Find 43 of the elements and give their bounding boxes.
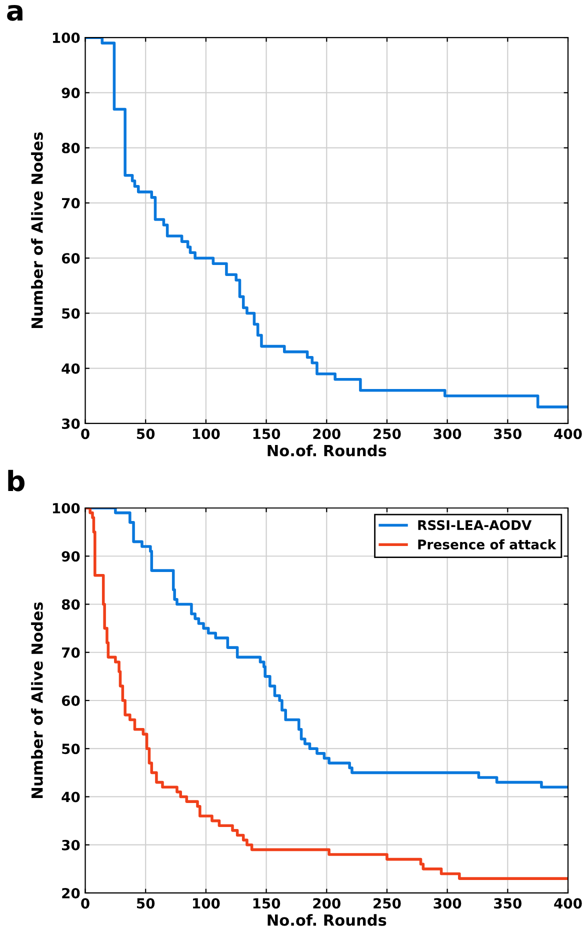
y-tick-label: 70 <box>62 198 80 208</box>
x-tick-label: 100 <box>193 428 220 440</box>
y-tick-label: 90 <box>62 551 80 562</box>
x-tick-label: 200 <box>313 898 340 909</box>
legend-label: Presence of attack <box>418 539 556 550</box>
x-tick-label: 400 <box>554 898 582 909</box>
legend-label: RSSI-LEA-AODV <box>418 520 532 530</box>
x-tick-label: 250 <box>374 428 401 440</box>
y-tick-label: 80 <box>62 599 80 610</box>
x-tick-label: 0 <box>81 428 90 440</box>
x-tick-label: 100 <box>193 898 220 909</box>
chart-title: a <box>7 4 22 21</box>
y-tick-label: 30 <box>62 840 80 850</box>
y-tick-label: 40 <box>62 363 80 374</box>
x-tick-label: 350 <box>494 428 522 440</box>
y-tick-label: 80 <box>62 142 80 154</box>
x-tick-label: 50 <box>137 428 155 440</box>
y-axis-title: Number of Alive Nodes <box>31 132 43 328</box>
y-tick-label: 50 <box>62 744 80 754</box>
x-tick-label: 150 <box>253 898 280 909</box>
x-tick-label: 250 <box>374 898 401 909</box>
x-tick-label: 350 <box>494 898 522 909</box>
x-tick-label: 400 <box>554 428 582 440</box>
y-tick-label: 20 <box>62 888 80 898</box>
x-tick-label: 300 <box>434 428 462 440</box>
x-tick-label: 50 <box>137 898 155 909</box>
y-tick-label: 30 <box>62 418 80 429</box>
x-tick-label: 300 <box>434 898 462 909</box>
y-tick-label: 60 <box>62 253 80 264</box>
y-tick-label: 90 <box>62 88 80 98</box>
y-tick-label: 70 <box>62 647 80 658</box>
y-tick-label: 50 <box>62 308 80 319</box>
y-tick-label: 100 <box>52 32 80 44</box>
x-tick-label: 150 <box>253 428 280 440</box>
y-tick-label: 60 <box>62 695 80 706</box>
chart-title: b <box>8 470 25 492</box>
y-tick-label: 100 <box>52 502 80 514</box>
x-tick-label: 0 <box>81 898 90 909</box>
x-axis-title: No.of. Rounds <box>268 914 386 926</box>
y-tick-label: 40 <box>62 792 80 802</box>
x-tick-label: 200 <box>313 428 340 440</box>
x-axis-title: No.of. Rounds <box>268 444 386 456</box>
y-axis-title: Number of Alive Nodes <box>31 602 43 798</box>
